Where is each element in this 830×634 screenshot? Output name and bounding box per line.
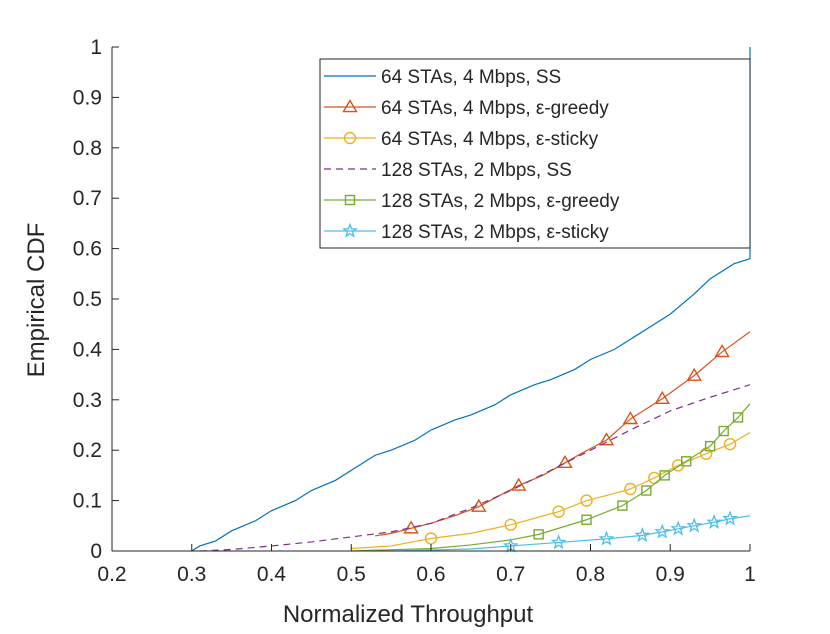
legend-item: 128 STAs, 2 Mbps, ε-sticky xyxy=(324,222,609,243)
data-point xyxy=(714,344,730,358)
x-tick-label: 0.4 xyxy=(257,563,287,586)
legend-item: 64 STAs, 4 Mbps, ε-greedy xyxy=(324,98,609,119)
series-3 xyxy=(351,432,751,550)
y-tick-label: 1 xyxy=(90,36,102,59)
data-point xyxy=(504,518,517,531)
y-tick-label: 0.8 xyxy=(73,137,102,160)
series-line xyxy=(191,47,751,552)
data-point xyxy=(624,482,637,496)
data-point xyxy=(654,523,671,539)
legend-label: 128 STAs, 2 Mbps, ε-greedy xyxy=(381,191,620,212)
data-point xyxy=(550,534,567,550)
legend-item: 64 STAs, 4 Mbps, SS xyxy=(324,67,561,88)
legend-label: 128 STAs, 2 Mbps, ε-sticky xyxy=(381,222,609,243)
legend-marker xyxy=(344,194,356,206)
data-point xyxy=(424,532,438,545)
data-point xyxy=(533,529,544,540)
data-point xyxy=(634,526,651,543)
data-point xyxy=(622,411,639,425)
legend: 64 STAs, 4 Mbps, SS 64 STAs, 4 Mbps, ε-gr… xyxy=(319,58,751,249)
series-line xyxy=(351,432,751,550)
series-5 xyxy=(351,403,751,552)
legend-marker xyxy=(342,222,358,238)
x-tick-label: 0.2 xyxy=(97,563,126,586)
legend-marker xyxy=(343,131,357,145)
series-line xyxy=(351,403,751,552)
data-point xyxy=(557,454,573,469)
series-line xyxy=(391,515,751,552)
y-tick-label: 0.2 xyxy=(73,439,102,462)
legend-item: 128 STAs, 2 Mbps, ε-greedy xyxy=(324,191,620,212)
data-point xyxy=(598,530,615,546)
data-point xyxy=(654,390,670,405)
y-tick-label: 0.9 xyxy=(73,86,102,109)
y-tick-label: 0.7 xyxy=(73,187,102,210)
y-tick-label: 0.5 xyxy=(73,288,102,311)
series-2 xyxy=(375,331,751,537)
data-point xyxy=(723,437,737,451)
series-layer xyxy=(191,47,751,553)
data-point xyxy=(718,425,729,437)
data-point xyxy=(732,412,744,423)
data-point xyxy=(552,505,565,518)
series-6 xyxy=(391,510,751,553)
series-1 xyxy=(191,47,751,552)
legend-label: 64 STAs, 4 Mbps, ε-greedy xyxy=(381,98,609,119)
x-tick-label: 0.7 xyxy=(496,563,525,586)
x-tick-label: 0.9 xyxy=(656,563,685,586)
data-point xyxy=(598,432,615,446)
legend-item: 64 STAs, 4 Mbps, ε-sticky xyxy=(324,129,599,150)
data-point xyxy=(704,440,716,452)
y-axis-title: Empirical CDF xyxy=(23,223,50,378)
data-point xyxy=(670,520,687,536)
x-tick-label: 0.5 xyxy=(337,563,366,586)
data-point xyxy=(659,470,670,481)
data-point xyxy=(471,498,487,512)
ticks-layer: 0.2 0.3 0.4 0.5 0.6 0.7 0.8 0.9 1 0 0.1 0.2 0.3 0.4 0.… xyxy=(73,36,756,586)
data-point xyxy=(722,510,739,526)
legend-label: 128 STAs, 2 Mbps, SS xyxy=(381,160,572,181)
y-tick-label: 0.1 xyxy=(73,490,102,513)
legend-item: 128 STAs, 2 Mbps, SS xyxy=(324,160,572,181)
y-tick-label: 0.6 xyxy=(73,238,102,261)
y-tick-label: 0 xyxy=(90,540,102,563)
data-point xyxy=(706,513,723,530)
x-tick-label: 0.8 xyxy=(576,563,605,586)
data-point xyxy=(681,456,692,467)
data-point xyxy=(686,367,702,381)
x-tick-label: 0.3 xyxy=(177,563,206,586)
x-tick-label: 1 xyxy=(744,563,756,586)
series-line xyxy=(199,384,751,552)
legend-label: 64 STAs, 4 Mbps, SS xyxy=(381,67,561,88)
data-point xyxy=(580,494,593,507)
series-4 xyxy=(199,384,751,552)
x-axis-title: Normalized Throughput xyxy=(283,601,534,628)
data-point xyxy=(641,485,652,496)
data-point xyxy=(511,477,527,491)
legend-marker xyxy=(342,99,358,113)
legend-box xyxy=(319,58,751,249)
y-tick-label: 0.4 xyxy=(73,338,103,361)
data-point xyxy=(617,500,628,511)
data-point xyxy=(686,517,703,533)
x-tick-label: 0.6 xyxy=(416,563,445,586)
data-point xyxy=(581,514,592,525)
series-line xyxy=(375,331,751,537)
legend-label: 64 STAs, 4 Mbps, ε-sticky xyxy=(381,129,599,150)
y-tick-label: 0.3 xyxy=(73,389,102,412)
